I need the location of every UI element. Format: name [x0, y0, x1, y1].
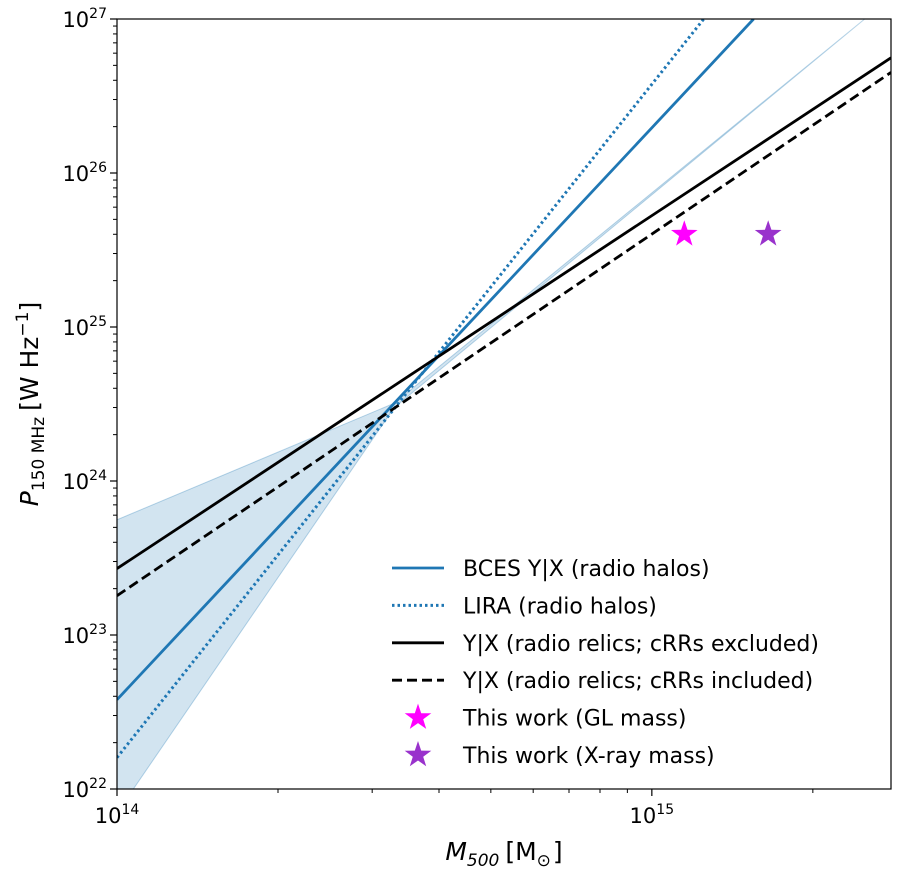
y-axis-label-unit-sup: −1 [13, 312, 33, 337]
tick-base: 10 [62, 778, 89, 802]
y-axis-label-unit-open: [W Hz [15, 337, 44, 411]
tick-base: 10 [62, 624, 89, 648]
tick-exponent: 25 [89, 314, 107, 330]
tick-exponent: 15 [656, 802, 674, 818]
y-tick-label: 1025 [62, 314, 107, 340]
tick-base: 10 [95, 804, 122, 828]
tick-exponent: 14 [121, 802, 139, 818]
minor-ticks [113, 25, 814, 793]
tick-base: 10 [62, 8, 89, 32]
y-axis-label-unit-close: ] [15, 302, 44, 312]
y-tick-label: 1022 [62, 776, 107, 802]
bces-uncertainty-band [117, 19, 866, 789]
plot-frame [116, 18, 892, 790]
tick-exponent: 26 [89, 160, 107, 176]
legend-label: LIRA (radio halos) [463, 594, 657, 619]
point-this-work-gl-mass [671, 220, 698, 246]
legend-swatch [404, 741, 432, 767]
tick-base: 10 [62, 470, 89, 494]
x-axis-ticks: 1014 1015 [95, 789, 674, 828]
y-axis-label-sub: 150 MHz [29, 417, 49, 491]
x-axis-label-main: M [445, 837, 467, 866]
x-tick-label: 1014 [95, 802, 140, 828]
y-tick-label: 1027 [62, 6, 107, 32]
tick-base: 10 [630, 804, 657, 828]
x-axis-label-sub: 500 [467, 851, 499, 871]
y-tick-label: 1023 [62, 622, 107, 648]
tick-base: 10 [62, 162, 89, 186]
series-line-y-x-radio-relics-crrs-excluded [117, 56, 891, 570]
legend-label: BCES Y|X (radio halos) [463, 557, 710, 582]
point-this-work-x-ray-mass [754, 220, 782, 246]
series-line-y-x-radio-relics-crrs-included [117, 71, 891, 597]
legend-label: Y|X (radio relics; cRRs included) [462, 669, 813, 694]
tick-exponent: 23 [89, 622, 107, 638]
legend: BCES Y|X (radio halos) LIRA (radio halos)… [392, 557, 819, 769]
y-axis-label: P150 MHz [W Hz−1] [13, 302, 49, 506]
legend-swatch [404, 703, 432, 729]
tick-exponent: 22 [89, 776, 107, 792]
x-axis-label-unit-close: ] [553, 837, 563, 866]
x-axis-label-unit-sub: ⊙ [537, 851, 551, 871]
x-tick-label: 1015 [630, 802, 675, 828]
x-axis-label: M500 [M⊙] [445, 837, 562, 871]
legend-label: This work (GL mass) [462, 707, 686, 732]
plot-area [117, 19, 891, 789]
tick-exponent: 27 [89, 6, 107, 22]
y-axis-label-main: P [15, 490, 44, 506]
tick-base: 10 [62, 316, 89, 340]
x-axis-label-unit-open: [M [505, 837, 536, 866]
y-tick-label: 1026 [62, 160, 107, 186]
y-tick-label: 1024 [62, 468, 107, 494]
tick-exponent: 24 [89, 468, 107, 484]
legend-label: Y|X (radio relics; cRRs excluded) [462, 632, 819, 657]
legend-label: This work (X-ray mass) [462, 744, 715, 769]
